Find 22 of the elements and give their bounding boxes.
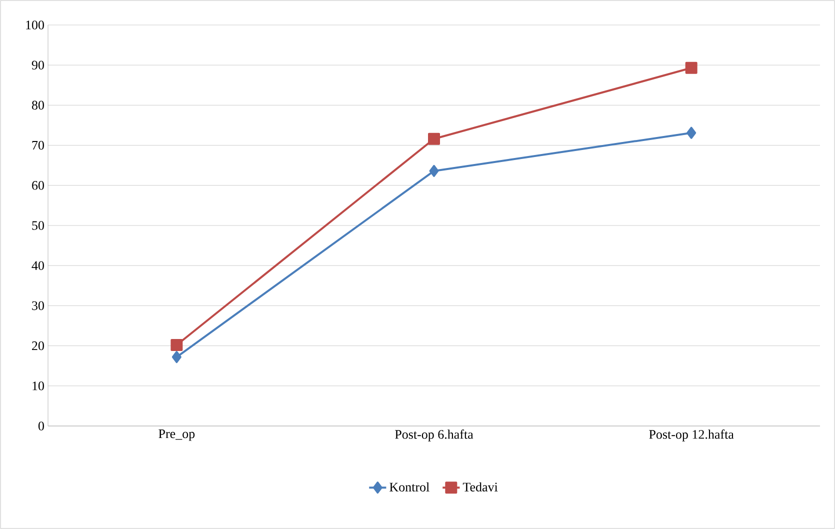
y-tick-label: 80 (32, 100, 44, 110)
y-tick-label: 0 (38, 422, 44, 430)
point (429, 164, 439, 177)
y-tick-label: 30 (32, 301, 44, 310)
legend-label: Tedavi (462, 482, 498, 492)
point (172, 351, 182, 364)
x-tick-label: Post-op 12.hafta (649, 430, 734, 442)
point (170, 338, 183, 351)
y-tick-label: 10 (32, 382, 44, 390)
y-tick-label: 70 (32, 140, 44, 150)
y-tick-label: 40 (32, 261, 44, 270)
x-tick-label: Pre_op (158, 430, 195, 441)
y-tick-label: 90 (32, 60, 44, 70)
y-tick-label: 60 (32, 181, 44, 190)
point (428, 132, 440, 145)
y-tick-label: 50 (32, 221, 44, 230)
y-tick-label: 100 (26, 20, 44, 30)
point (685, 62, 698, 74)
point (686, 126, 696, 139)
y-tick-label: 20 (32, 341, 44, 350)
x-tick-label: Post-op 6.hafta (395, 430, 474, 442)
legend-label: Kontrol (390, 482, 430, 492)
